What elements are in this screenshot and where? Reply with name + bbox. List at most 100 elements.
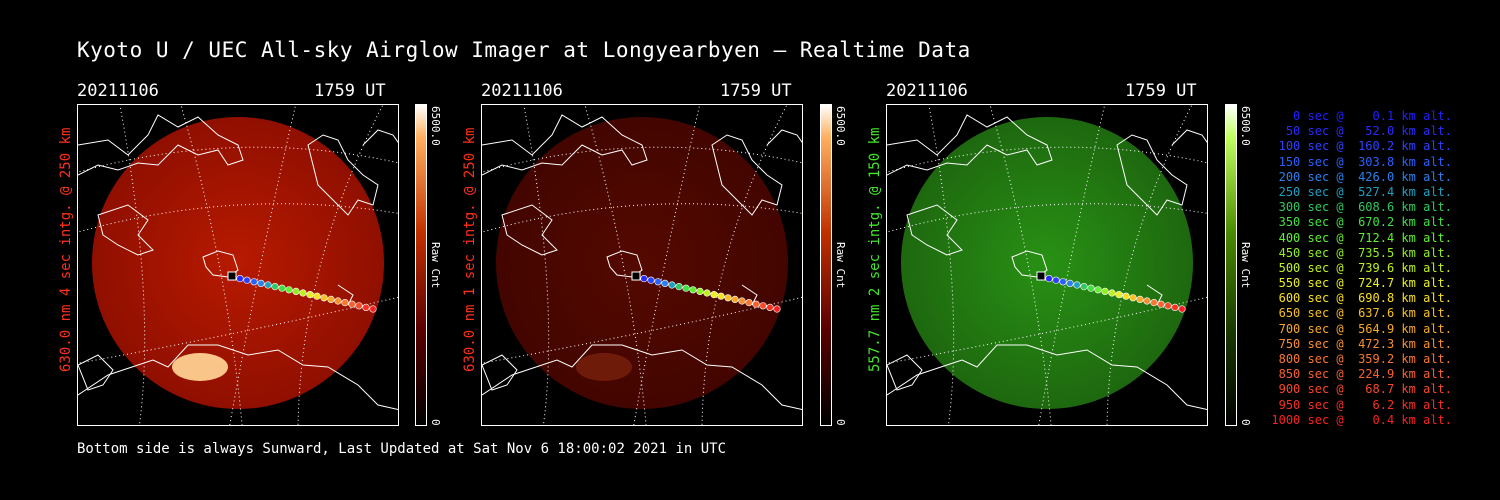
panel-2-colorbar-max: 6500.0 bbox=[834, 106, 847, 146]
trajectory-point bbox=[1052, 276, 1060, 284]
panel-2-colorbar bbox=[820, 104, 832, 426]
legend-row: 500 sec @ 739.6 km alt. bbox=[1271, 260, 1452, 275]
panel-1-colorbar-min: 0 bbox=[429, 419, 442, 426]
legend-row: 700 sec @ 564.9 km alt. bbox=[1271, 321, 1452, 336]
trajectory-point bbox=[334, 297, 342, 305]
trajectory-point bbox=[752, 300, 760, 308]
trajectory-point bbox=[355, 302, 363, 310]
trajectory-point bbox=[236, 275, 244, 283]
grid-line bbox=[78, 146, 398, 173]
legend-row: 850 sec @ 224.9 km alt. bbox=[1271, 367, 1452, 382]
trajectory-point bbox=[1094, 286, 1102, 294]
trajectory-point bbox=[1108, 289, 1116, 297]
legend-row: 900 sec @ 68.7 km alt. bbox=[1271, 382, 1452, 397]
coastline bbox=[362, 129, 398, 146]
coastline bbox=[78, 114, 244, 176]
trajectory-point bbox=[1101, 287, 1109, 295]
trajectory-point bbox=[369, 305, 377, 313]
trajectory-point bbox=[710, 291, 718, 299]
trajectory-point bbox=[327, 295, 335, 303]
trajectory-point bbox=[348, 300, 356, 308]
coastline bbox=[482, 114, 648, 176]
trajectory-point bbox=[717, 292, 725, 300]
trajectory-point bbox=[1178, 305, 1186, 313]
trajectory-point bbox=[1059, 278, 1067, 286]
trajectory-point bbox=[1122, 292, 1130, 300]
legend-row: 50 sec @ 52.0 km alt. bbox=[1271, 124, 1452, 139]
panel-3-colorbar-max: 6500.0 bbox=[1239, 106, 1252, 146]
trajectory-point bbox=[689, 286, 697, 294]
coastline bbox=[482, 354, 518, 391]
panel-3-time: 1759 UT bbox=[1125, 81, 1197, 101]
trajectory-point bbox=[661, 279, 669, 287]
coastline bbox=[482, 344, 802, 411]
trajectory-point bbox=[647, 276, 655, 284]
panel-2-colorbar-min: 0 bbox=[834, 419, 847, 426]
aurora-patch bbox=[172, 353, 228, 381]
coastline bbox=[78, 344, 398, 411]
coastline bbox=[1116, 134, 1188, 216]
trajectory-point bbox=[1143, 297, 1151, 305]
coastline bbox=[501, 204, 558, 256]
panel-3-image bbox=[886, 104, 1208, 426]
sky-disc bbox=[901, 117, 1193, 409]
trajectory-point bbox=[766, 303, 774, 311]
trajectory-point bbox=[1164, 302, 1172, 310]
panel-1-ylabel: 630.0 nm 4 sec intg. @ 250 km bbox=[58, 127, 74, 372]
trajectory-point bbox=[668, 281, 676, 289]
legend-row: 600 sec @ 690.8 km alt. bbox=[1271, 291, 1452, 306]
sky-image bbox=[78, 105, 398, 425]
trajectory-point bbox=[1171, 303, 1179, 311]
grid-line bbox=[482, 203, 802, 233]
trajectory-point bbox=[640, 275, 648, 283]
grid-line bbox=[887, 203, 1207, 233]
trajectory-point bbox=[1087, 284, 1095, 292]
legend-row: 200 sec @ 426.0 km alt. bbox=[1271, 169, 1452, 184]
coastline bbox=[906, 204, 963, 256]
coastline bbox=[887, 354, 923, 391]
trajectory-point bbox=[362, 303, 370, 311]
trajectory-point bbox=[654, 278, 662, 286]
trajectory-point bbox=[682, 284, 690, 292]
legend-row: 800 sec @ 359.2 km alt. bbox=[1271, 352, 1452, 366]
coastline bbox=[307, 134, 379, 216]
panel-2-image bbox=[481, 104, 803, 426]
trajectory-point bbox=[243, 276, 251, 284]
coastline bbox=[711, 134, 783, 216]
legend-row: 950 sec @ 6.2 km alt. bbox=[1271, 397, 1452, 412]
panel-1-time: 1759 UT bbox=[314, 81, 386, 101]
trajectory-point bbox=[1129, 294, 1137, 302]
trajectory-point bbox=[341, 299, 349, 307]
panel-1-colorbar-unit: Raw Cnt bbox=[429, 242, 442, 289]
trajectory-point bbox=[745, 299, 753, 307]
panel-3-ylabel: 557.7 nm 2 sec intg. @ 150 km bbox=[867, 127, 883, 372]
legend-row: 550 sec @ 724.7 km alt. bbox=[1271, 276, 1452, 291]
trajectory-point bbox=[675, 283, 683, 291]
panel-1-image bbox=[77, 104, 399, 426]
aurora-patch bbox=[576, 353, 632, 381]
sky-image bbox=[887, 105, 1207, 425]
legend-row: 100 sec @ 160.2 km alt. bbox=[1271, 139, 1452, 154]
legend-row: 0 sec @ 0.1 km alt. bbox=[1271, 109, 1452, 123]
coastline bbox=[78, 354, 114, 391]
trajectory-point bbox=[1157, 300, 1165, 308]
panel-1-colorbar-max: 6500.0 bbox=[429, 106, 442, 146]
legend-row: 300 sec @ 608.6 km alt. bbox=[1271, 200, 1452, 215]
trajectory-point bbox=[1080, 283, 1088, 291]
trajectory-point bbox=[731, 295, 739, 303]
legend-row: 1000 sec @ 0.4 km alt. bbox=[1271, 412, 1452, 427]
legend-row: 650 sec @ 637.6 km alt. bbox=[1271, 306, 1452, 321]
panel-2-date: 20211106 bbox=[481, 81, 563, 101]
trajectory-point bbox=[313, 292, 321, 300]
panel-2-ylabel: 630.0 nm 1 sec intg. @ 250 km bbox=[462, 127, 478, 372]
panel-3-colorbar bbox=[1225, 104, 1237, 426]
sky-disc bbox=[496, 117, 788, 409]
coastline bbox=[97, 204, 154, 256]
panel-2-colorbar-unit: Raw Cnt bbox=[834, 242, 847, 289]
trajectory-point bbox=[1115, 291, 1123, 299]
trajectory-point bbox=[250, 278, 258, 286]
trajectory-point bbox=[1136, 295, 1144, 303]
legend-row: 350 sec @ 670.2 km alt. bbox=[1271, 215, 1452, 230]
trajectory-point bbox=[264, 281, 272, 289]
panel-3-date: 20211106 bbox=[886, 81, 968, 101]
